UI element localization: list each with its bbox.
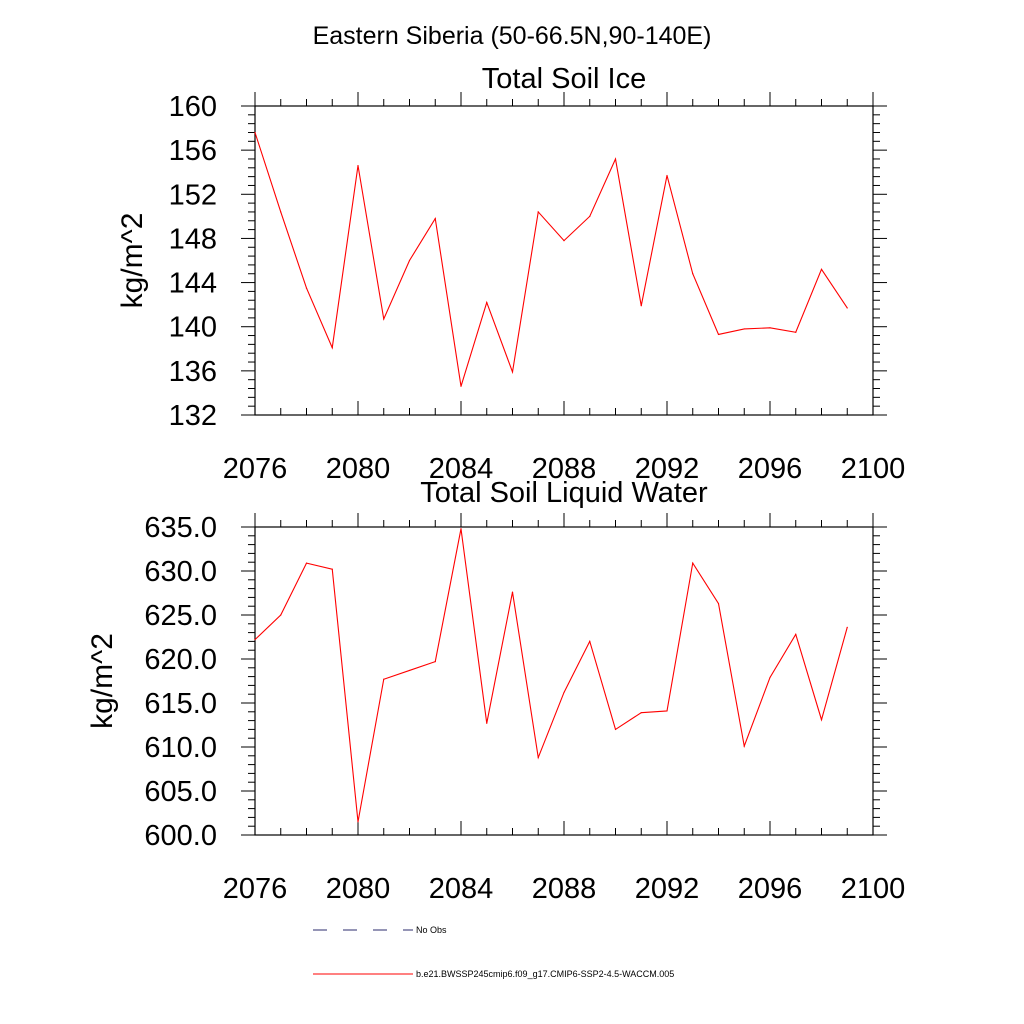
y-tick-label: 144: [169, 268, 217, 300]
data-point: [254, 639, 256, 641]
data-point: [331, 347, 333, 349]
y-tick-label: 132: [169, 400, 217, 432]
series-line: [254, 528, 848, 822]
y-tick-label: 605.0: [144, 776, 217, 808]
data-point: [640, 305, 642, 307]
x-tick-label: 2088: [532, 453, 597, 485]
x-tick-label: 2092: [635, 873, 700, 905]
panel-total-soil-ice: Total Soil Ice kg/m^2 2076 2080 2084 2088 2092…: [116, 63, 905, 485]
y-tick-label: 140: [169, 312, 217, 344]
chart-title: Total Soil Ice: [482, 63, 646, 95]
data-point: [434, 217, 436, 220]
x-tick-label: 2092: [635, 453, 700, 485]
y-tick-label: 156: [169, 135, 217, 167]
x-tick-label: 2084: [429, 873, 494, 905]
data-point: [408, 259, 411, 262]
data-point: [640, 712, 642, 714]
data-point: [305, 287, 308, 289]
y-tick-label: 148: [169, 223, 217, 255]
data-point: [743, 328, 745, 330]
data-point: [486, 301, 488, 304]
y-tick-label: 635.0: [144, 512, 217, 544]
x-tick-label: 2100: [841, 873, 906, 905]
legend: No Obs b.e21.BWSSP245cmip6.f09_g17.CMIP6…: [313, 925, 674, 979]
data-point: [692, 562, 694, 564]
plot-frame: [254, 105, 874, 416]
data-point: [666, 174, 668, 177]
y-axis-label: kg/m^2: [86, 633, 119, 729]
data-point: [614, 158, 617, 160]
data-point: [846, 307, 848, 309]
data-point: [305, 562, 308, 564]
data-point: [589, 640, 591, 643]
x-tick-label: 2096: [738, 453, 803, 485]
data-point: [280, 211, 282, 213]
data-point: [820, 268, 823, 270]
data-point: [717, 602, 720, 605]
y-tick-label: 625.0: [144, 600, 217, 632]
data-point: [280, 614, 282, 616]
data-point: [383, 318, 385, 320]
data-point: [692, 273, 694, 275]
x-tick-label: 2076: [223, 453, 288, 485]
plot-frame: [254, 526, 874, 836]
legend-label-model: b.e21.BWSSP245cmip6.f09_g17.CMIP6-SSP2-4…: [416, 969, 674, 979]
x-tick-label: 2084: [429, 453, 494, 485]
y-axis-label: kg/m^2: [116, 213, 149, 309]
data-point: [614, 728, 617, 731]
data-point: [795, 633, 797, 635]
data-point: [486, 722, 488, 724]
data-point: [511, 371, 514, 373]
data-point: [357, 164, 359, 167]
x-tick-label: 2088: [532, 873, 597, 905]
data-point: [537, 211, 539, 213]
data-point: [331, 568, 333, 570]
data-point: [460, 385, 462, 387]
data-point: [254, 131, 256, 134]
data-point: [357, 821, 359, 823]
data-point: [460, 528, 462, 530]
data-point: [537, 756, 539, 759]
data-point: [666, 710, 668, 712]
data-point: [589, 215, 591, 217]
y-tick-label: 615.0: [144, 688, 217, 720]
y-tick-label: 152: [169, 179, 217, 211]
y-tick-label: 620.0: [144, 644, 217, 676]
data-point: [383, 678, 385, 680]
data-point: [717, 333, 720, 336]
data-point: [846, 626, 848, 628]
data-point: [408, 669, 411, 672]
data-point: [511, 591, 514, 593]
data-point: [563, 691, 565, 694]
data-point: [563, 240, 565, 242]
series-line: [254, 132, 848, 387]
x-tick-label: 2080: [326, 453, 391, 485]
figure-suptitle: Eastern Siberia (50-66.5N,90-140E): [313, 22, 712, 50]
y-tick-label: 136: [169, 356, 217, 388]
y-tick-label: 630.0: [144, 556, 217, 588]
x-tick-label: 2100: [841, 453, 906, 485]
data-point: [769, 676, 771, 679]
data-point: [769, 327, 771, 329]
x-tick-label: 2076: [223, 873, 288, 905]
y-tick-label: 160: [169, 91, 217, 123]
legend-label-no-obs: No Obs: [416, 925, 447, 935]
data-point: [434, 661, 436, 663]
data-point: [795, 331, 797, 333]
y-tick-label: 610.0: [144, 732, 217, 764]
chart-title: Total Soil Liquid Water: [420, 477, 708, 509]
data-point: [743, 745, 745, 747]
x-tick-label: 2096: [738, 873, 803, 905]
y-tick-label: 600.0: [144, 820, 217, 852]
panel-total-soil-liquid-water: Total Soil Liquid Water kg/m^2 2076 2080 208…: [86, 477, 905, 905]
data-point: [820, 719, 823, 721]
x-tick-label: 2080: [326, 873, 391, 905]
